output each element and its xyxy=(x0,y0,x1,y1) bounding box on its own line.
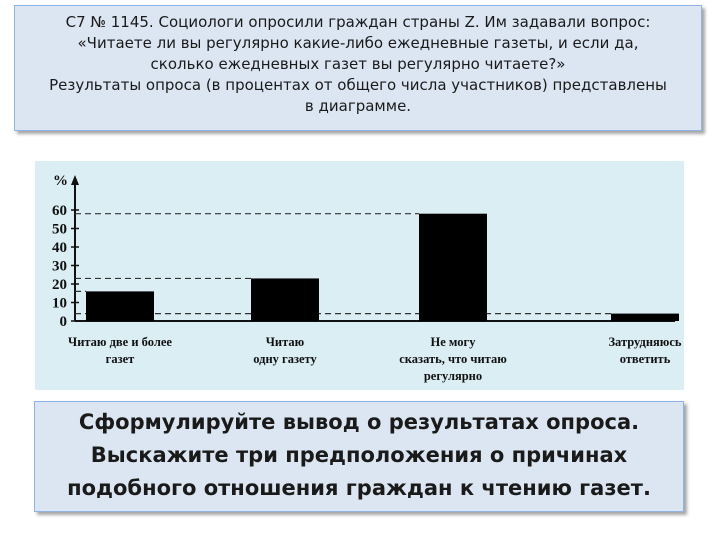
y-tick-label: 0 xyxy=(60,314,68,330)
header-line-4: Результаты опроса (в процентах от общего… xyxy=(49,76,667,94)
x-category-label: Читаю xyxy=(266,335,305,349)
header-line-2: «Читаете ли вы регулярно какие-либо ежед… xyxy=(77,34,639,52)
header-line-1: С7 № 1145. Социологи опросили граждан ст… xyxy=(65,13,651,31)
bar-chart: % 0 10 20 30 40 50 60 Читаю две и более газет Чита… xyxy=(52,173,682,383)
y-tick-label: 10 xyxy=(52,296,67,312)
y-tick-label: 60 xyxy=(52,203,67,219)
bar xyxy=(251,278,319,321)
x-category-label: сказать, что читаю xyxy=(399,352,507,366)
question-line-3: подобного отношения граждан к чтению газ… xyxy=(67,476,651,500)
question-line-2: Выскажите три предположения о причинах xyxy=(90,443,628,467)
x-category-label: Не могу xyxy=(431,335,477,349)
x-category-label: Затрудняюсь xyxy=(608,335,681,349)
task-question: Сформулируйте вывод о результатах опроса… xyxy=(34,401,684,512)
x-category-label: ответить xyxy=(620,352,671,366)
x-category-label: регулярно xyxy=(424,369,482,383)
bar xyxy=(86,291,154,321)
y-tick-label: 50 xyxy=(52,222,67,238)
x-category-label: Читаю две и более xyxy=(68,335,172,349)
x-category-label: одну газету xyxy=(253,352,317,366)
y-tick-label: 20 xyxy=(52,277,67,293)
header-line-3: сколько ежедневных газет вы регулярно чи… xyxy=(150,55,566,73)
header-line-5: в диаграмме. xyxy=(304,97,412,115)
y-axis-label: % xyxy=(53,173,68,189)
y-tick-label: 30 xyxy=(52,259,67,275)
y-tick-label: 40 xyxy=(52,240,67,256)
bar xyxy=(419,213,487,321)
x-category-label: газет xyxy=(106,352,135,366)
question-line-1: Сформулируйте вывод о результатах опроса… xyxy=(78,410,640,434)
y-axis-arrow xyxy=(71,175,79,185)
bar-chart-panel: % 0 10 20 30 40 50 60 Читаю две и более газет Чита… xyxy=(35,161,684,390)
task-header: С7 № 1145. Социологи опросили граждан ст… xyxy=(14,5,702,131)
bar xyxy=(611,313,679,321)
